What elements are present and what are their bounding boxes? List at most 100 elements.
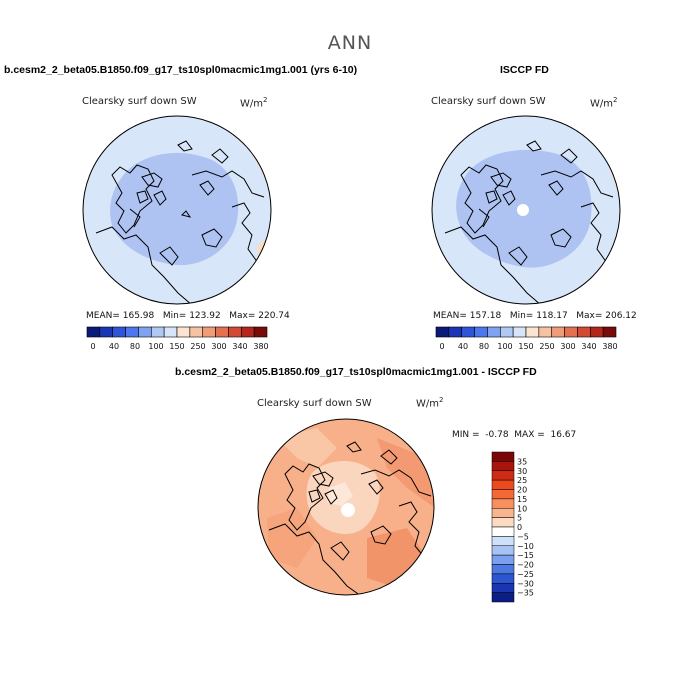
panel-3-variable: Clearsky surf down SW (257, 398, 372, 409)
panel-2-colorbar-tick-label: 40 (458, 342, 468, 351)
panel-2-colorbar-cell (564, 326, 578, 338)
panel-1-colorbar-tick-label: 100 (148, 342, 163, 351)
panel-3-colorbar-cell (491, 451, 515, 462)
panel-1-colorbar-tick-label: 150 (169, 342, 184, 351)
panel-1-colorbar-cell (112, 326, 126, 338)
panel-3-colorbar-tick-label: 35 (517, 457, 527, 466)
panel-1-units: W/m2 (240, 96, 268, 110)
panel-1-colorbar-cell (202, 326, 216, 338)
panel-3-colorbar-cell (491, 517, 515, 528)
panel-1-colorbar-cell (253, 326, 268, 338)
panel-1-colorbar-cell (163, 326, 178, 338)
panel-2-missing-data-pole (517, 204, 529, 216)
panel-3-colorbar-cell (491, 470, 515, 481)
panel-1-colorbar-tick-label: 340 (232, 342, 247, 351)
panel-2-colorbar-cell (461, 326, 475, 338)
panel-1-colorbar-cell (99, 326, 114, 338)
panel-2-colorbar-tick-label: 80 (479, 342, 489, 351)
panel-3-colorbar-tick-label: −15 (517, 551, 534, 560)
panel-2-colorbar-cell (512, 326, 527, 338)
panel-3-colorbar-cell (491, 508, 515, 518)
panel-3-colorbar-cell (491, 461, 515, 471)
panel-2-colorbar-tick-label: 380 (602, 342, 617, 351)
panel-3-colorbar-tick-label: 20 (517, 486, 527, 495)
panel-2-map (431, 115, 621, 305)
panel-2-colorbar-cell (448, 326, 463, 338)
panel-3-missing-data-pole (341, 503, 355, 517)
panel-2-colorbar-cell (499, 326, 514, 338)
panel-2-colorbar-tick-label: 0 (439, 342, 444, 351)
panel-2-colorbar-cell (474, 326, 488, 338)
panel-1-colorbar-tick-label: 300 (211, 342, 226, 351)
panel-2-stats: MEAN= 157.18 Min= 118.17 Max= 206.12 (433, 311, 637, 321)
panel-1-field-low-region (110, 152, 239, 266)
panel-1-map-border (82, 115, 272, 305)
panel-3-colorbar-cell (491, 498, 515, 509)
panel-2-colorbar-tick-label: 100 (497, 342, 512, 351)
panel-1-colorbar-cell (150, 326, 165, 338)
panel-1-colorbar-cell (176, 326, 191, 338)
panel-2-colorbar-cell (589, 326, 604, 338)
panel-2-colorbar-tick-label: 340 (581, 342, 596, 351)
panel-3-units: W/m2 (416, 396, 444, 410)
panel-3-colorbar-tick-label: 10 (517, 504, 527, 513)
panel-3-colorbar-cell (491, 564, 515, 575)
panel-2-colorbar-cell (551, 326, 565, 338)
panel-3-stats: MIN = -0.78 MAX = 16.67 (452, 430, 577, 440)
panel-1-colorbar-cell (215, 326, 229, 338)
panel-3-colorbar-cell (491, 554, 515, 565)
panel-3-title: b.cesm2_2_beta05.B1850.f09_g17_ts10spl0m… (175, 366, 537, 378)
panel-2-colorbar-tick-label: 150 (518, 342, 533, 351)
panel-3-colorbar-cell (491, 545, 515, 556)
panel-3-map (257, 418, 435, 596)
panel-1-colorbar-cell (125, 326, 139, 338)
panel-1-colorbar-tick-label: 0 (90, 342, 95, 351)
panel-1-colorbar-tick-label: 250 (190, 342, 205, 351)
panel-2-colorbar-cell (487, 326, 501, 338)
panel-3-colorbar-tick-label: 25 (517, 476, 527, 485)
panel-2-colorbar-cell (435, 326, 450, 338)
panel-2-colorbar-cell (538, 326, 553, 338)
panel-1-colorbar-tick-label: 80 (130, 342, 140, 351)
panel-3-colorbar-tick-label: −25 (517, 570, 534, 579)
panel-1-colorbar-cell (86, 326, 101, 338)
panel-3-colorbar-tick-label: −35 (517, 589, 534, 598)
panel-1-colorbar-cell (228, 326, 242, 338)
panel-1-variable: Clearsky surf down SW (82, 96, 197, 107)
panel-3-colorbar-cell (491, 489, 515, 500)
panel-3-colorbar-tick-label: −20 (517, 561, 534, 570)
panel-3-colorbar-cell (491, 573, 515, 584)
panel-2-colorbar-tick-label: 300 (560, 342, 575, 351)
main-title: ANN (327, 32, 373, 54)
panel-1-stats: MEAN= 165.98 Min= 123.92 Max= 220.74 (86, 311, 290, 321)
panel-3-colorbar-tick-label: 5 (517, 514, 522, 523)
panel-1-map (82, 115, 272, 305)
panel-3-colorbar-cell (491, 479, 515, 490)
panel-3-colorbar-tick-label: −10 (517, 542, 534, 551)
panel-2-colorbar-cell (525, 326, 540, 338)
panel-3-colorbar-tick-label: 30 (517, 467, 527, 476)
panel-2-colorbar-tick-label: 250 (539, 342, 554, 351)
panel-3-colorbar-cell (491, 526, 515, 537)
panel-1-colorbar-cell (240, 326, 255, 338)
panel-3-colorbar-tick-label: −5 (517, 532, 529, 541)
panel-1-colorbar-cell (138, 326, 152, 338)
panel-2-colorbar-cell (577, 326, 591, 338)
panel-3-colorbar-cell (491, 536, 515, 546)
panel-3-colorbar-cell (491, 583, 515, 593)
panel-2-variable: Clearsky surf down SW (431, 96, 546, 107)
panel-3-field-patch-5 (327, 482, 353, 506)
panel-2-map-border (431, 115, 621, 305)
panel-3-colorbar-tick-label: −30 (517, 579, 534, 588)
panel-1-title: b.cesm2_2_beta05.B1850.f09_g17_ts10spl0m… (4, 64, 358, 76)
panel-1-colorbar: 0 40 80 100 150 250 300 340 380 (86, 326, 269, 351)
panel-3-colorbar-tick-label: 15 (517, 495, 527, 504)
panel-1-coastlines (95, 140, 271, 304)
panel-1-colorbar-tick-label: 380 (253, 342, 268, 351)
panel-1-colorbar-cell (189, 326, 204, 338)
panel-2-colorbar: 0 40 80 100 150 250 300 340 380 (435, 326, 618, 351)
panel-3-map-border (257, 418, 435, 596)
panel-3-colorbar-cell (491, 592, 515, 603)
panel-3-colorbar-tick-label: 0 (517, 523, 522, 532)
